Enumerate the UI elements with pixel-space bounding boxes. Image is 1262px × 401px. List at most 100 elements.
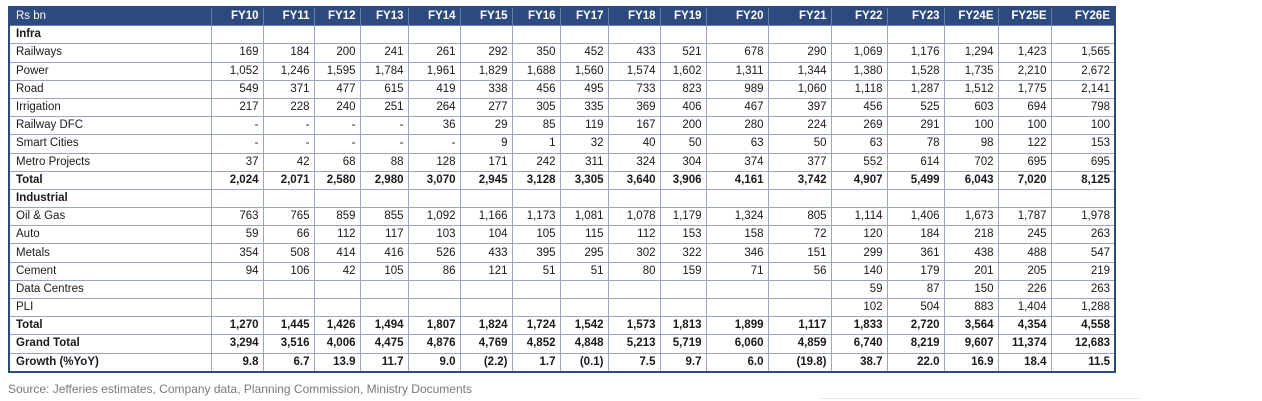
- value-cell: 245: [997, 225, 1052, 245]
- value-cell: 3,128: [511, 170, 561, 190]
- value-cell: 1,294: [943, 43, 999, 63]
- value-cell: 989: [705, 79, 769, 99]
- value-cell: [767, 25, 832, 45]
- value-cell: 1,246: [262, 61, 315, 81]
- value-cell: [943, 25, 999, 45]
- value-cell: 140: [830, 261, 888, 281]
- row-label: Metals: [8, 243, 212, 263]
- value-cell: 295: [559, 243, 609, 263]
- value-cell: [511, 188, 561, 209]
- value-cell: 3,305: [559, 170, 609, 190]
- value-cell: 100: [997, 116, 1052, 136]
- value-cell: 1,445: [262, 316, 315, 336]
- value-cell: [407, 279, 461, 300]
- value-cell: 63: [705, 134, 769, 154]
- value-cell: [559, 188, 609, 209]
- value-cell: 338: [459, 79, 513, 99]
- value-cell: 350: [511, 43, 561, 63]
- column-header: FY19: [659, 6, 707, 27]
- value-cell: 1: [511, 134, 561, 154]
- value-cell: 1,602: [659, 61, 707, 81]
- value-cell: 263: [1050, 279, 1116, 300]
- row-label: Power: [8, 61, 212, 81]
- value-cell: 86: [407, 261, 461, 281]
- value-cell: 153: [659, 225, 707, 245]
- value-cell: [886, 188, 945, 209]
- column-header: FY22: [830, 6, 888, 27]
- row-label: Metro Projects: [8, 152, 212, 172]
- value-cell: -: [313, 134, 361, 154]
- value-cell: 346: [705, 243, 769, 263]
- value-cell: 6,043: [943, 170, 999, 190]
- value-cell: [459, 279, 513, 300]
- value-cell: 12,683: [1050, 334, 1116, 354]
- value-cell: [359, 297, 409, 318]
- value-cell: 251: [359, 97, 409, 118]
- value-cell: 11,374: [997, 334, 1052, 354]
- value-cell: 504: [886, 297, 945, 318]
- value-cell: 377: [767, 152, 832, 172]
- column-header: FY26E: [1050, 6, 1116, 27]
- value-cell: 218: [943, 225, 999, 245]
- value-cell: [830, 188, 888, 209]
- value-cell: -: [313, 116, 361, 136]
- value-cell: 1,512: [943, 79, 999, 99]
- value-cell: 71: [705, 261, 769, 281]
- value-cell: 50: [767, 134, 832, 154]
- column-header: FY16: [511, 6, 561, 27]
- row-label: Railway DFC: [8, 116, 212, 136]
- value-cell: 508: [262, 243, 315, 263]
- value-cell: [459, 25, 513, 45]
- column-header: FY23: [886, 6, 945, 27]
- value-cell: [767, 279, 832, 300]
- value-cell: 51: [511, 261, 561, 281]
- value-cell: [459, 188, 513, 209]
- column-header: FY14: [407, 6, 461, 27]
- value-cell: 1,978: [1050, 207, 1116, 227]
- value-cell: [210, 279, 264, 300]
- value-cell: 1,288: [1050, 297, 1116, 318]
- value-cell: [607, 188, 661, 209]
- value-cell: 1,270: [210, 316, 264, 336]
- value-cell: 104: [459, 225, 513, 245]
- source-note: Source: Jefferies estimates, Company dat…: [8, 382, 472, 396]
- value-cell: [210, 25, 264, 45]
- value-cell: 153: [1050, 134, 1116, 154]
- value-cell: 1,081: [559, 207, 609, 227]
- value-cell: 277: [459, 97, 513, 118]
- value-cell: 112: [313, 225, 361, 245]
- value-cell: 219: [1050, 261, 1116, 281]
- value-cell: 1,775: [997, 79, 1052, 99]
- value-cell: 11.7: [359, 352, 409, 373]
- value-cell: 184: [886, 225, 945, 245]
- value-cell: [359, 188, 409, 209]
- value-cell: 4,876: [407, 334, 461, 354]
- column-header: FY13: [359, 6, 409, 27]
- value-cell: 200: [659, 116, 707, 136]
- value-cell: 1,688: [511, 61, 561, 81]
- value-cell: 552: [830, 152, 888, 172]
- value-cell: [943, 188, 999, 209]
- value-cell: 6.7: [262, 352, 315, 373]
- value-cell: 1,542: [559, 316, 609, 336]
- value-cell: 695: [997, 152, 1052, 172]
- value-cell: 406: [659, 97, 707, 118]
- value-cell: 855: [359, 207, 409, 227]
- value-cell: 9.7: [659, 352, 707, 373]
- value-cell: 226: [997, 279, 1052, 300]
- row-label: Railways: [8, 43, 212, 63]
- value-cell: 128: [407, 152, 461, 172]
- value-cell: 335: [559, 97, 609, 118]
- value-cell: 1,574: [607, 61, 661, 81]
- value-cell: [210, 297, 264, 318]
- value-cell: 2,672: [1050, 61, 1116, 81]
- row-label: Industrial: [8, 188, 212, 209]
- value-cell: 1,287: [886, 79, 945, 99]
- value-cell: 201: [943, 261, 999, 281]
- value-cell: 2,141: [1050, 79, 1116, 99]
- value-cell: 369: [607, 97, 661, 118]
- value-cell: 4,006: [313, 334, 361, 354]
- value-cell: [313, 279, 361, 300]
- value-cell: 117: [359, 225, 409, 245]
- value-cell: -: [210, 134, 264, 154]
